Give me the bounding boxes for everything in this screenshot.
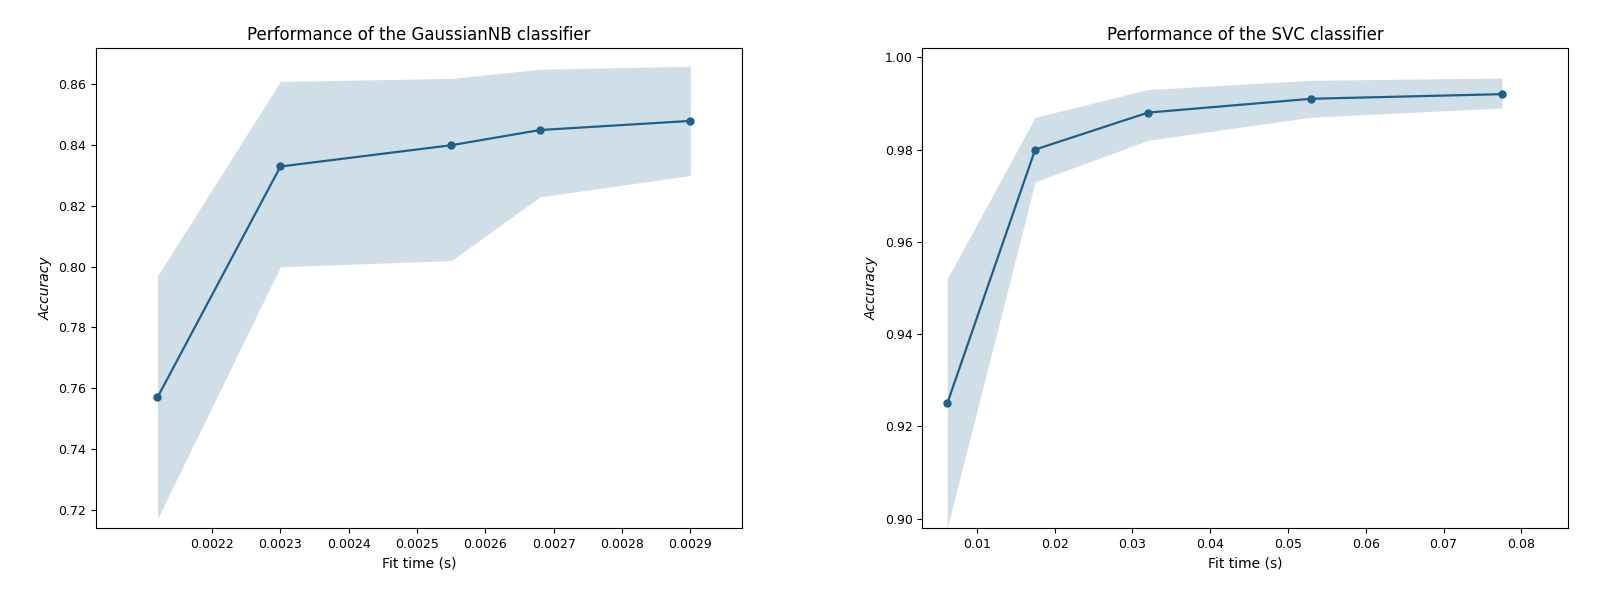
Y-axis label: Accuracy: Accuracy [38, 256, 53, 320]
X-axis label: Fit time (s): Fit time (s) [381, 556, 456, 570]
Title: Performance of the GaussianNB classifier: Performance of the GaussianNB classifier [246, 26, 590, 44]
Y-axis label: Accuracy: Accuracy [866, 256, 880, 320]
X-axis label: Fit time (s): Fit time (s) [1208, 556, 1283, 570]
Title: Performance of the SVC classifier: Performance of the SVC classifier [1107, 26, 1384, 44]
